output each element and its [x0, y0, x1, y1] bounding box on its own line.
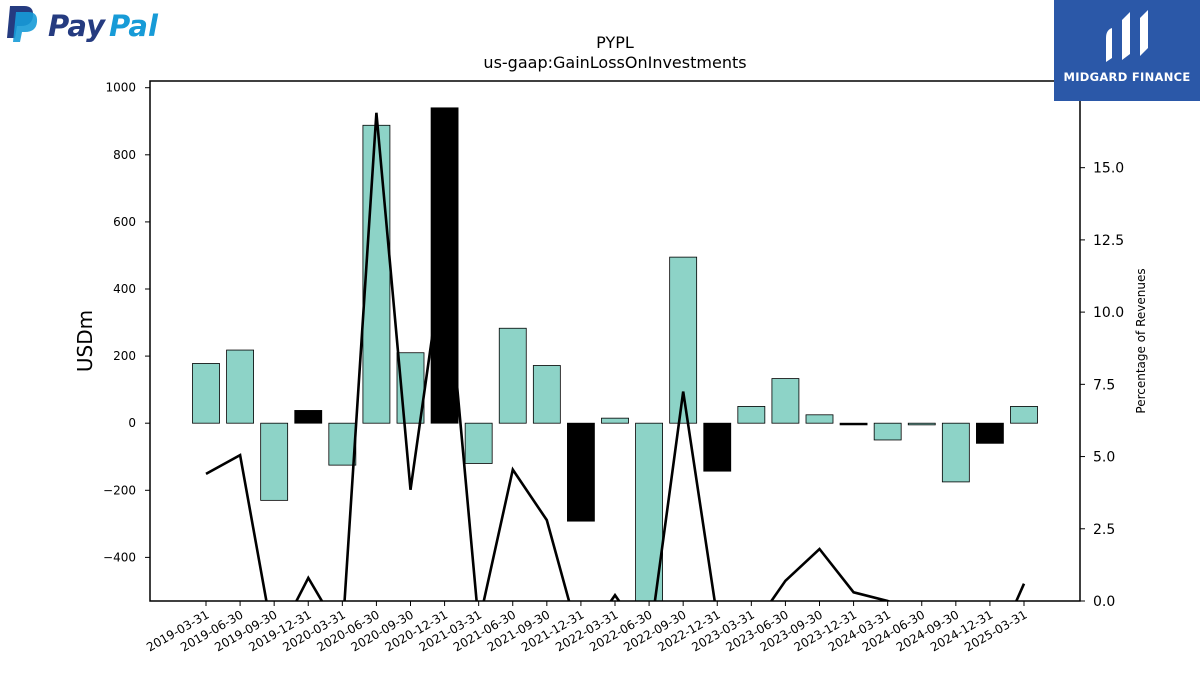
bar-2021-06-30	[498, 327, 527, 424]
y-tick-label: −400	[103, 550, 136, 564]
paypal-mark-light	[13, 12, 38, 42]
y2-tick-label: 7.5	[1093, 377, 1115, 393]
y2-tick-label: 12.5	[1093, 233, 1124, 249]
y2-tick-label: 0.0	[1093, 594, 1115, 610]
bar-2023-03-31	[737, 406, 766, 424]
bar-2019-03-31	[192, 363, 220, 424]
paypal-logo: Pay Pal	[4, 4, 164, 44]
bar-2024-03-31	[873, 422, 902, 441]
y2-axis-label: Percentage of Revenues	[1134, 268, 1148, 413]
y-tick-label: 200	[113, 349, 136, 363]
chart-title: PYPL	[596, 33, 634, 52]
paypal-word-dark: Pay	[48, 9, 106, 43]
y-tick-label: 800	[113, 148, 136, 162]
y-tick-label: −200	[103, 483, 136, 497]
bars-layer	[192, 107, 1038, 601]
bar-2024-12-31	[976, 422, 1004, 444]
midgard-mark-right	[1140, 10, 1148, 56]
y-tick-label: 0	[128, 416, 136, 430]
bar-2022-12-31	[703, 422, 732, 472]
midgard-brand-text: MIDGARD FINANCE	[1063, 70, 1191, 84]
bar-2019-09-30	[260, 422, 289, 501]
bar-2021-03-31	[464, 422, 493, 464]
y2-tick-label: 10.0	[1093, 305, 1124, 321]
bar-2023-09-30	[805, 414, 834, 424]
bar-2024-06-30	[907, 422, 936, 426]
midgard-mark-middle	[1122, 12, 1130, 60]
y2-tick-label: 15.0	[1093, 161, 1124, 177]
bar-2019-06-30	[226, 349, 254, 424]
y-tick-label: 600	[113, 215, 136, 229]
bar-2023-12-31	[839, 422, 868, 426]
chart-subtitle: us-gaap:GainLossOnInvestments	[483, 53, 746, 72]
bar-2022-03-31	[601, 417, 629, 424]
bar-2020-12-31	[430, 107, 459, 424]
paypal-word-light: Pal	[109, 9, 159, 43]
y2-tick-label: 5.0	[1093, 450, 1115, 466]
axes-layer: −400 −200 0 200 400 600 800 1000 0.0 2.5 5.0 7.5 10.…	[103, 80, 1124, 654]
bar-2021-09-30	[532, 365, 561, 424]
y2-tick-label: 2.5	[1093, 522, 1115, 538]
y-axis-label: USDm	[73, 310, 97, 372]
percentage-line	[205, 112, 1026, 601]
bar-2024-09-30	[941, 422, 970, 483]
bar-2021-12-31	[567, 422, 595, 522]
y-tick-label: 1000	[105, 81, 136, 95]
y-tick-label: 400	[113, 282, 136, 296]
midgard-finance-logo: MIDGARD FINANCE	[1054, 0, 1200, 101]
line-layer	[205, 112, 1026, 601]
bar-2019-12-31	[294, 410, 323, 424]
bar-2020-03-31	[328, 422, 357, 466]
bar-2025-03-31	[1010, 406, 1038, 424]
midgard-mark-left	[1106, 28, 1112, 62]
bar-2023-06-30	[771, 378, 800, 424]
plot-frame	[149, 80, 1081, 602]
